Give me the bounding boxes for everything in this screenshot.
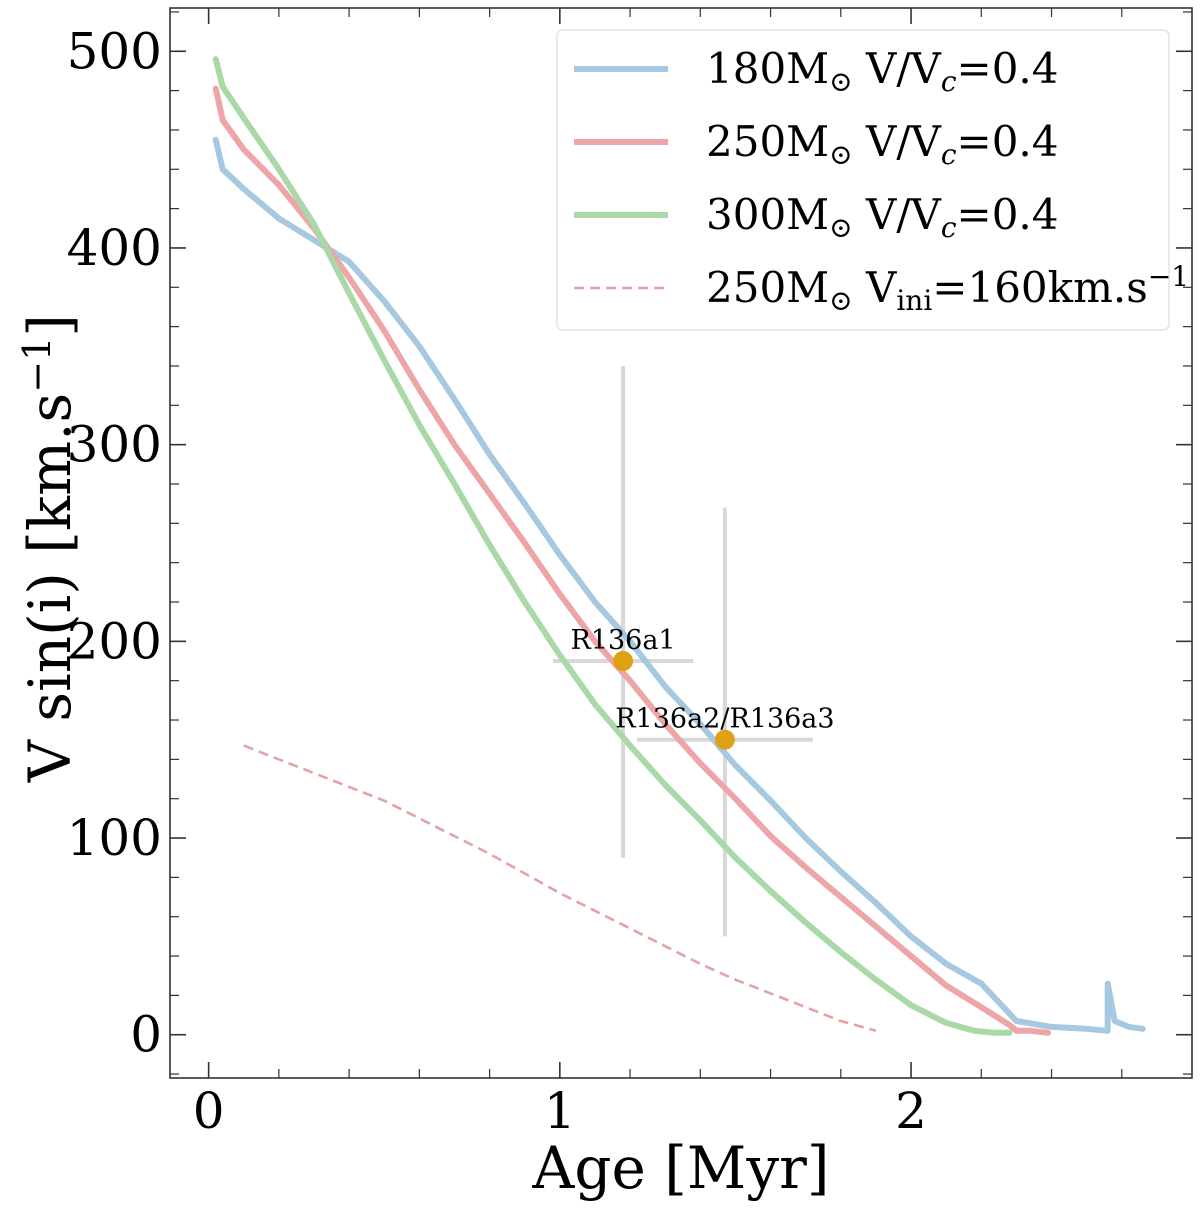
series-line-4 — [243, 744, 877, 1033]
x-tick-label: 2 — [895, 1082, 927, 1140]
x-tick-label: 1 — [544, 1082, 576, 1140]
data-point-2 — [714, 729, 735, 750]
y-tick-label: 300 — [67, 416, 162, 474]
x-axis-label: Age [Myr] — [532, 1134, 830, 1202]
y-tick-label: 0 — [130, 1006, 162, 1064]
point-label-2: R136a2/R136a3 — [615, 704, 834, 735]
y-axis-label-main: V sin(i) [km.s — [16, 393, 84, 783]
legend-label-1: 180M⊙ V/Vc=0.4 — [706, 44, 1059, 98]
y-axis-label-sup: −1 — [15, 337, 59, 393]
y-tick-label: 100 — [67, 809, 162, 867]
data-point-1 — [613, 651, 634, 672]
legend: 180M⊙ V/Vc=0.4 250M⊙ V/Vc=0.4 300M⊙ V/Vc=0… — [556, 29, 1189, 331]
axis-ticks: 0 100 200 300 400 500 0 1 2 — [67, 8, 1192, 1140]
data-points: R136a1 R136a2/R136a3 — [570, 625, 835, 750]
y-axis-label: V sin(i) [km.s−1] — [15, 314, 84, 783]
y-tick-label: 200 — [67, 612, 162, 670]
legend-label-4: 250M⊙ Vini=160km.s−1 — [706, 260, 1189, 317]
point-label-1: R136a1 — [570, 625, 675, 656]
legend-box — [556, 29, 1170, 331]
legend-label-3: 300M⊙ V/Vc=0.4 — [706, 190, 1059, 244]
legend-label-2: 250M⊙ V/Vc=0.4 — [706, 117, 1059, 171]
y-tick-label: 400 — [67, 219, 162, 277]
x-tick-label: 0 — [193, 1082, 225, 1140]
y-tick-label: 500 — [67, 22, 162, 80]
plot-frame — [169, 7, 1193, 1079]
y-axis-label-close: ] — [16, 314, 84, 337]
series-line-3 — [212, 56, 1013, 1036]
